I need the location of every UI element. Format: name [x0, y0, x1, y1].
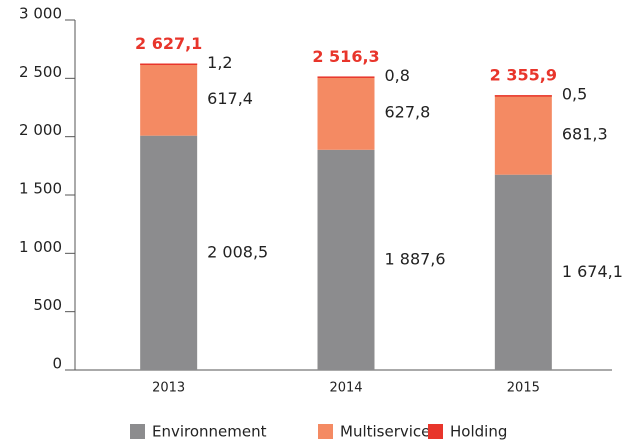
x-tick-label: 2014 [329, 381, 362, 396]
x-tick-label: 2013 [152, 381, 185, 396]
total-label: 2 627,1 [135, 34, 202, 53]
bar-segment [140, 63, 198, 66]
legend-swatch [130, 424, 145, 439]
legend-label: Holding [450, 423, 507, 441]
y-tick-label: 500 [33, 296, 62, 314]
y-tick-label: 3 000 [19, 5, 62, 23]
total-label: 2 355,9 [490, 66, 557, 85]
bar-segment [494, 174, 552, 370]
total-label: 2 516,3 [312, 47, 379, 66]
y-tick-label: 2 000 [19, 121, 62, 139]
bar-segment [494, 95, 552, 175]
value-label: 1 887,6 [385, 249, 446, 268]
bar-segment [140, 63, 198, 136]
bar-segment [140, 135, 198, 370]
value-label: 681,3 [562, 124, 608, 143]
value-label: 627,8 [385, 103, 431, 122]
bar-segment [317, 149, 375, 370]
value-label: 2 008,5 [207, 242, 268, 261]
value-label: 0,8 [385, 66, 410, 85]
value-label: 0,5 [562, 85, 587, 104]
value-label: 1 674,1 [562, 262, 623, 281]
y-tick-label: 1 000 [19, 238, 62, 256]
legend-label: Environnement [152, 423, 267, 441]
bar-segment [494, 95, 552, 97]
bar-segment [317, 76, 375, 78]
legend-swatch [428, 424, 443, 439]
legend-label: Multiservices [340, 423, 438, 441]
value-label: 617,4 [207, 89, 253, 108]
bar-segment [317, 76, 375, 150]
y-tick-label: 2 500 [19, 63, 62, 81]
legend-swatch [318, 424, 333, 439]
y-tick-label: 1 500 [19, 180, 62, 198]
y-tick-label: 0 [52, 355, 62, 373]
value-label: 1,2 [207, 53, 232, 72]
x-tick-label: 2015 [507, 381, 540, 396]
